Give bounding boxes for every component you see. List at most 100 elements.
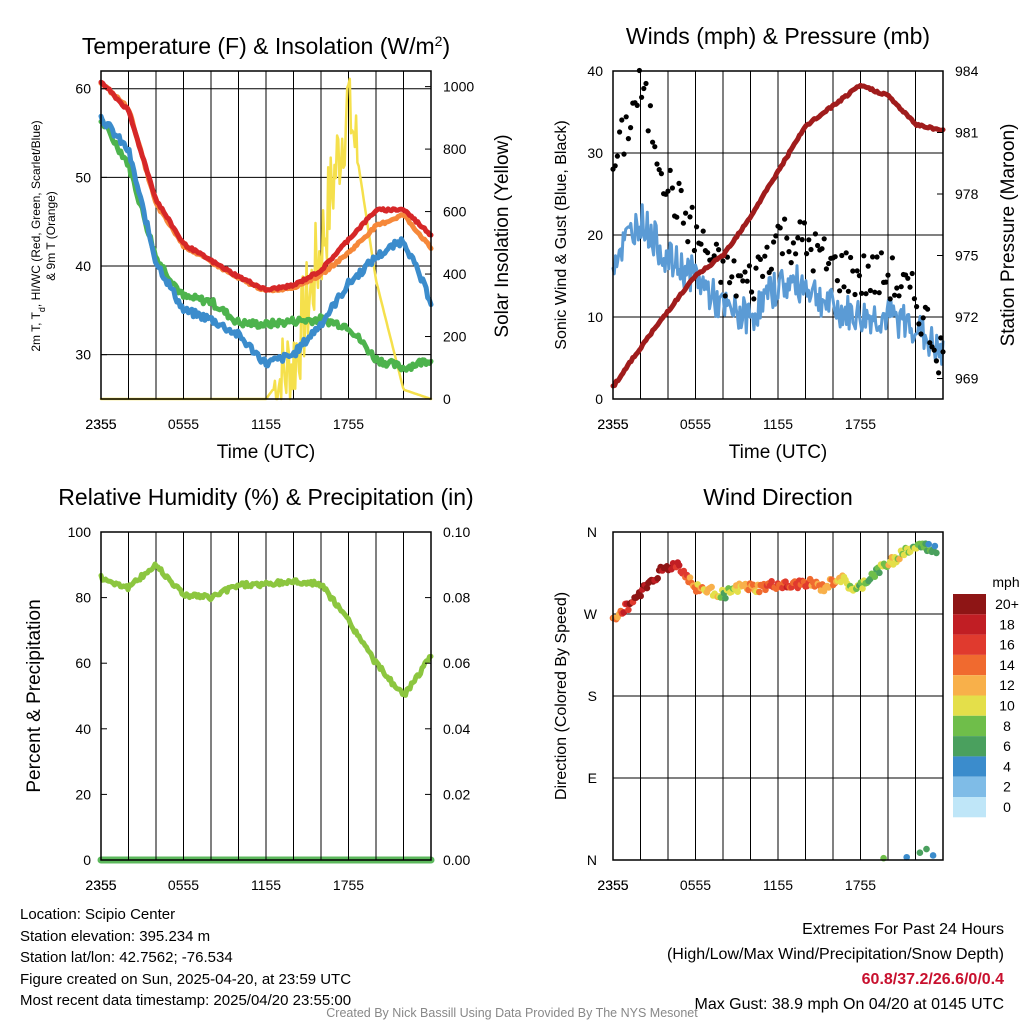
gust-point [760,273,766,279]
gust-point [920,315,926,321]
station-location: Location: Scipio Center [20,906,176,923]
temperature-gridlines [101,71,431,399]
y-right-tick-label: 978 [955,186,979,202]
direction-point [749,581,757,589]
series-line-hi-wc [98,113,434,369]
gust-point [914,304,920,310]
gust-point [639,94,645,100]
humidity-ticks: 2355 0555 1155 175523550204060801000.000.02… [68,524,471,893]
gust-point [896,293,902,299]
gust-point [812,231,819,237]
series-line-2m-t [98,79,434,293]
gust-point [656,167,662,173]
y-right-tick-label: 981 [955,125,979,141]
gust-point [643,80,649,87]
gust-point [612,163,618,169]
direction-series [609,540,940,862]
gust-point [839,252,845,259]
gust-point [744,278,750,284]
gust-point [764,244,770,250]
direction-point [925,540,932,548]
x-tick-label: 2355 [597,877,628,893]
gust-point [848,254,854,261]
temperature-panel-title: Temperature (F) & Insolation (W/m2) [82,33,450,59]
y-tick-label: 40 [75,258,91,274]
station-elevation: Station elevation: 395.234 m [20,927,211,945]
gust-point [738,273,744,279]
extremes-box: Extremes For Past 24 Hours (High/Low/Max… [667,917,1004,1017]
gust-point [815,242,821,249]
direction-point [871,573,879,580]
x-tick-label: 1155 [763,877,793,893]
winds-ylabel-left: Sonic Wind & Gust (Blue, Black) [553,120,570,349]
extremes-values: 60.8/37.2/26.6/0/0.4 [861,971,1004,988]
gust-point [718,279,724,285]
humidity-ylabel: Percent & Precipitation [24,599,45,792]
gust-point [678,187,684,194]
direction-tick-label: W [584,606,598,622]
y-right-tick-label: 200 [443,329,467,345]
direction-point [637,592,644,600]
x-tick-label: 1755 [333,877,364,893]
gust-point [746,263,753,269]
temperature-ylabel-line2: & 9m T (Orange) [44,191,58,281]
gust-point [654,161,660,167]
gust-point [773,233,779,239]
gust-point [716,247,722,253]
gust-point [856,273,863,279]
gust-point [845,288,852,294]
x-tick-label: 2355 [597,416,628,432]
gust-point [674,214,680,220]
direction-panel: Wind Direction 2355 0555 1155 17552355NESWN… [553,484,1020,893]
gust-point [867,287,874,294]
gust-point [740,278,746,284]
gust-point [806,237,812,243]
direction-point [859,585,866,592]
gust-point [727,280,733,286]
x-tick-label: 2355 [85,416,116,432]
gust-point [889,255,896,261]
gust-point [720,258,726,264]
colorbar-label: 6 [1003,738,1011,754]
gust-point [808,246,814,253]
gust-point [652,144,658,150]
gust-point [729,274,735,280]
x-tick-label: 0555 [680,416,711,432]
gust-point [669,185,676,191]
gust-point [801,220,808,226]
y-tick-label: 50 [75,169,91,185]
y-right-tick-label: 800 [443,141,467,157]
gust-point [865,263,871,269]
max-gust: Max Gust: 38.9 mph On 04/20 at 0145 UTC [694,996,1005,1013]
gust-point [821,236,827,242]
gust-point [698,241,704,247]
y-right-tick-label: 0.04 [443,721,470,737]
gust-point [854,268,860,274]
temperature-ticks: 2355 0555 1155 1755235530405060020040060080… [75,79,474,432]
direction-point [654,575,661,582]
gust-point [742,269,748,275]
colorbar-label: 0 [1003,799,1011,815]
gust-point [641,85,647,92]
gust-point [907,284,913,290]
gust-point [859,290,865,296]
station-latlon: Station lat/lon: 42.7562; -76.534 [20,949,233,966]
colorbar-swatch [953,634,986,655]
direction-point [734,588,741,595]
gust-point [658,171,665,177]
gust-point [784,235,790,241]
direction-point [686,574,694,581]
gust-point [876,290,882,296]
y-right-tick-label: 984 [955,63,979,79]
x-tick-label: 1755 [845,877,876,893]
gust-point [885,272,891,278]
colorbar-swatch [953,654,986,676]
y-tick-label: 30 [75,347,91,363]
x-tick-label: 1155 [251,877,281,893]
y-tick-label: 30 [587,145,603,161]
direction-panel-title: Wind Direction [703,484,853,510]
gust-point [667,167,673,173]
figure-created: Figure created on Sun, 2025-04-20, at 23… [20,970,352,988]
x-tick-label: 1755 [845,416,876,432]
y-tick-label: 100 [68,524,92,540]
